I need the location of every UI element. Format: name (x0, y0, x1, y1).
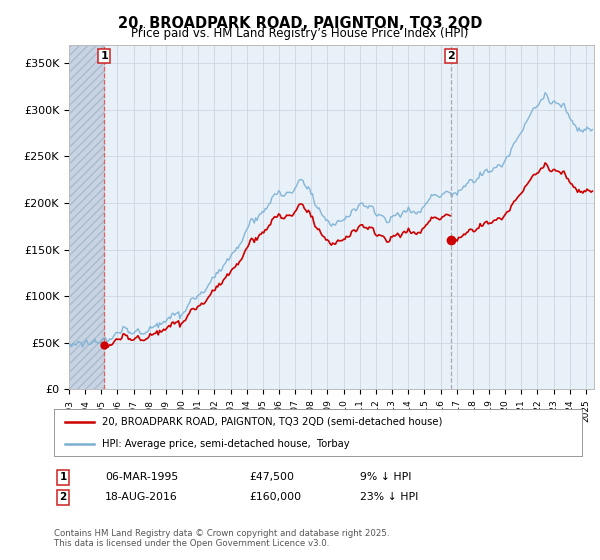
Text: 18-AUG-2016: 18-AUG-2016 (105, 492, 178, 502)
Text: 2: 2 (59, 492, 67, 502)
Bar (69, 45, 104, 389)
Text: £47,500: £47,500 (249, 472, 294, 482)
Bar (69, 45, 104, 389)
Text: Price paid vs. HM Land Registry’s House Price Index (HPI): Price paid vs. HM Land Registry’s House … (131, 27, 469, 40)
Text: 20, BROADPARK ROAD, PAIGNTON, TQ3 2QD (semi-detached house): 20, BROADPARK ROAD, PAIGNTON, TQ3 2QD (s… (101, 417, 442, 427)
Text: £160,000: £160,000 (249, 492, 301, 502)
Text: Contains HM Land Registry data © Crown copyright and database right 2025.
This d: Contains HM Land Registry data © Crown c… (54, 529, 389, 548)
Text: HPI: Average price, semi-detached house,  Torbay: HPI: Average price, semi-detached house,… (101, 438, 349, 449)
Text: 23% ↓ HPI: 23% ↓ HPI (360, 492, 418, 502)
Text: 2: 2 (447, 51, 455, 61)
Text: 1: 1 (59, 472, 67, 482)
Text: 1: 1 (100, 51, 108, 61)
Text: 06-MAR-1995: 06-MAR-1995 (105, 472, 178, 482)
Text: 9% ↓ HPI: 9% ↓ HPI (360, 472, 412, 482)
Text: 20, BROADPARK ROAD, PAIGNTON, TQ3 2QD: 20, BROADPARK ROAD, PAIGNTON, TQ3 2QD (118, 16, 482, 31)
